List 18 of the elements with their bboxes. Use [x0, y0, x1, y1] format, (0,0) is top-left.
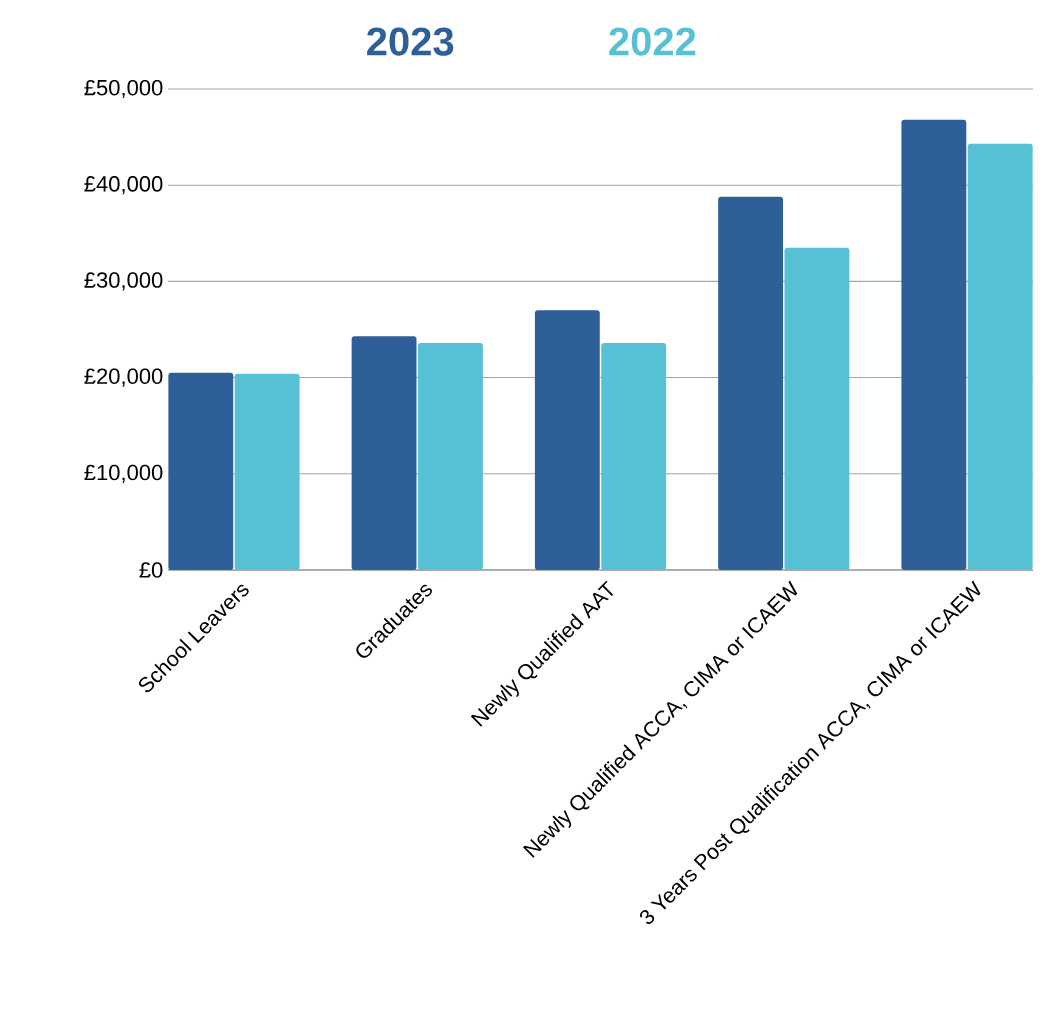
text: 2023	[367, 27, 454, 56]
bar	[351, 336, 417, 570]
text: 2022	[609, 27, 696, 56]
bar	[901, 119, 967, 570]
bar	[967, 143, 1033, 570]
bar	[784, 247, 850, 570]
bar	[234, 373, 300, 570]
y-tick-label: £10,000	[84, 464, 163, 483]
y-tick-label: £30,000	[84, 272, 163, 291]
bar	[534, 310, 600, 570]
y-tick-label: £50,000	[84, 79, 163, 99]
y-tick-label: £40,000	[84, 176, 163, 195]
bar	[168, 372, 234, 570]
bar	[718, 196, 784, 570]
bar	[417, 342, 483, 570]
y-tick-label: £0	[139, 562, 163, 578]
y-tick-label: £20,000	[84, 368, 163, 387]
bar	[601, 342, 667, 570]
